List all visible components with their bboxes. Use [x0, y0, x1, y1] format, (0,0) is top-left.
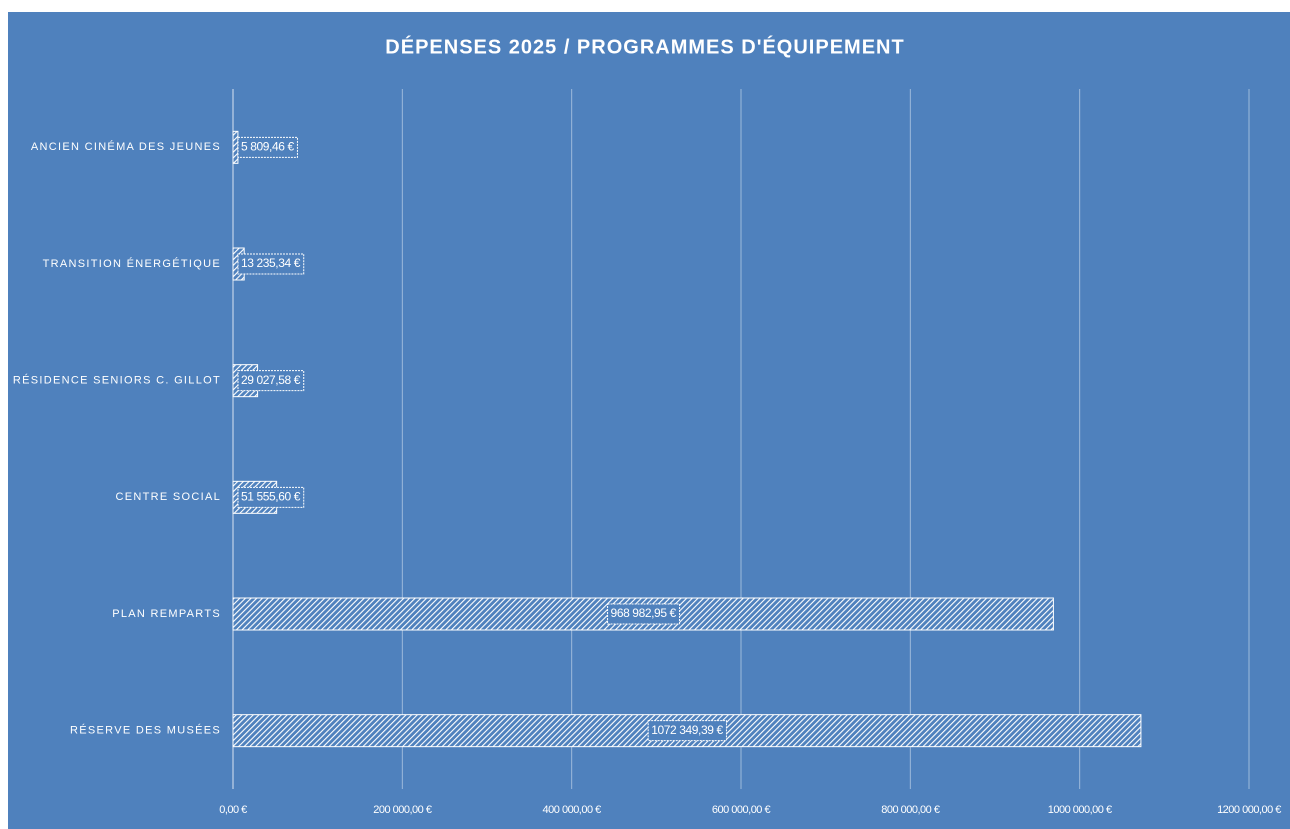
- data-label-box: [237, 486, 305, 508]
- y-tick-label: RÉSIDENCE SENIORS C. GILLOT: [13, 374, 221, 387]
- x-tick-label: 1000 000,00 €: [1048, 804, 1112, 816]
- data-label-box: [647, 720, 727, 742]
- data-label: 968 982,95 €: [611, 606, 677, 620]
- x-tick-label: 600 000,00 €: [712, 804, 771, 816]
- data-label: 13 235,34 €: [241, 256, 301, 270]
- data-label: 1072 349,39 €: [651, 723, 723, 737]
- y-tick-label: ANCIEN CINÉMA DES JEUNES: [31, 140, 221, 153]
- data-label-box: [237, 253, 305, 275]
- data-label: 29 027,58 €: [241, 373, 301, 387]
- x-tick-label: 800 000,00 €: [881, 804, 940, 816]
- y-tick-label: PLAN REMPARTS: [112, 608, 221, 620]
- y-tick-label: TRANSITION ÉNERGÉTIQUE: [43, 257, 221, 270]
- chart-title: DÉPENSES 2025 / PROGRAMMES D'ÉQUIPEMENT: [385, 35, 904, 58]
- x-tick-label: 200 000,00 €: [373, 804, 432, 816]
- x-tick-label: 1200 000,00 €: [1217, 804, 1281, 816]
- y-tick-label: RÉSERVE DES MUSÉES: [70, 724, 221, 737]
- data-label-box: [237, 136, 298, 158]
- data-label: 51 555,60 €: [241, 490, 301, 504]
- data-label-box: [607, 603, 681, 625]
- y-tick-label: CENTRE SOCIAL: [115, 491, 221, 503]
- x-tick-label: 400 000,00 €: [543, 804, 602, 816]
- x-tick-label: 0,00 €: [219, 804, 247, 816]
- bar: [232, 130, 239, 164]
- chart-background: [8, 12, 1290, 829]
- data-label-box: [237, 370, 305, 392]
- data-label: 5 809,46 €: [241, 140, 294, 154]
